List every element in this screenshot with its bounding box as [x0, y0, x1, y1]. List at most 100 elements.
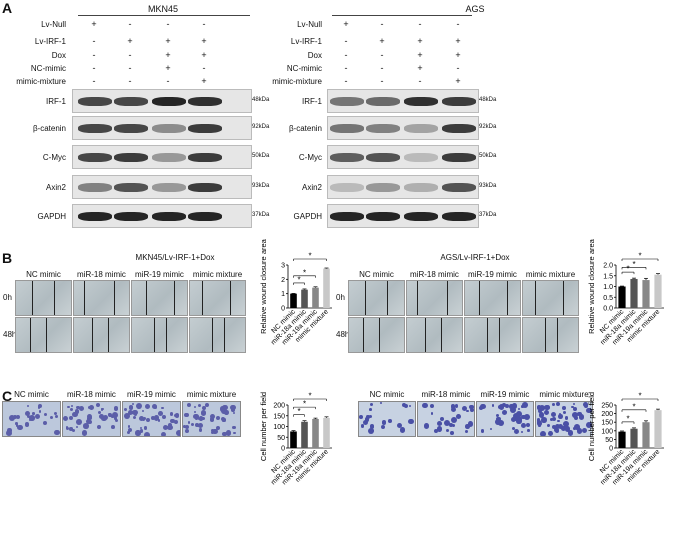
stained-cell: [17, 424, 23, 431]
condition-sign: -: [418, 19, 422, 29]
stained-cell: [448, 423, 453, 428]
condition-sign: -: [456, 19, 460, 29]
significance-star: *: [308, 392, 311, 401]
stained-cell: [144, 431, 151, 436]
stained-cell: [523, 413, 530, 420]
y-tick-label: 2.0: [603, 263, 613, 270]
blot-strip: [72, 175, 252, 199]
wound-image: [15, 280, 72, 316]
condition-label: mimic-mixture: [16, 77, 66, 86]
stained-cell: [445, 428, 449, 432]
wound-image: [348, 317, 405, 353]
stained-cell: [437, 429, 441, 433]
stained-cell: [491, 404, 495, 407]
significance-star: *: [303, 268, 306, 277]
stained-cell: [224, 410, 229, 415]
wound-edge-line: [507, 281, 508, 315]
protein-label: β-catenin: [288, 124, 322, 133]
stained-cell: [26, 415, 30, 419]
bar: [312, 418, 319, 448]
protein-label: IRF-1: [46, 97, 66, 106]
stained-cell: [496, 414, 500, 418]
condition-sign: +: [201, 36, 207, 46]
wound-edge-line: [202, 281, 203, 315]
stained-cell: [184, 412, 189, 418]
stained-cell: [187, 421, 190, 424]
wound-column-header: miR-19 mimic: [135, 270, 184, 279]
wound-image: [406, 317, 463, 353]
wound-edge-line: [417, 281, 418, 315]
y-tick-label: 200: [273, 403, 285, 410]
stained-cell: [24, 410, 30, 416]
bar-chart: 0.0 0.5 1.0 1.5 2.0 Relative wound closure ar…: [587, 238, 664, 346]
stained-cell: [408, 418, 414, 425]
stained-cell: [366, 415, 370, 419]
significance-star: *: [308, 252, 311, 261]
wound-edge-line: [557, 318, 558, 352]
stained-cell: [102, 414, 109, 421]
significance-star: *: [638, 392, 641, 401]
stained-cell: [369, 424, 375, 429]
transwell-image: [535, 401, 593, 437]
condition-sign: -: [166, 76, 170, 86]
stained-cell: [144, 426, 148, 430]
condition-sign: +: [165, 63, 171, 73]
panel-label-c: C: [2, 388, 13, 404]
protein-band: [330, 183, 364, 192]
condition-sign: -: [202, 19, 206, 29]
stained-cell: [197, 422, 203, 428]
transwell-column-header: miR-19 mimic: [480, 390, 530, 399]
blot-strip: [327, 116, 479, 140]
stained-cell: [158, 419, 161, 422]
wound-edge-line: [545, 318, 546, 352]
stained-cell: [381, 420, 387, 425]
blot-strip: [72, 145, 252, 169]
stained-cell: [145, 404, 150, 410]
stained-cell: [222, 431, 227, 436]
stained-cell: [555, 423, 561, 429]
condition-sign: +: [455, 76, 461, 86]
stained-cell: [517, 417, 523, 422]
significance-star: *: [626, 265, 629, 274]
stained-cell: [34, 414, 40, 420]
stained-cell: [127, 427, 132, 432]
condition-sign: -: [128, 63, 132, 73]
stained-cell: [521, 414, 527, 420]
stained-cell: [422, 403, 428, 409]
stained-cell: [502, 403, 507, 408]
condition-label: mimic-mixture: [272, 77, 322, 86]
wound-edge-line: [92, 318, 93, 352]
stained-cell: [7, 429, 11, 433]
stained-cell: [67, 405, 70, 408]
condition-label: Lv-Null: [41, 20, 66, 29]
stained-cell: [573, 415, 579, 421]
wound-edge-line: [363, 318, 364, 352]
stained-cell: [75, 419, 82, 425]
protein-label: β-catenin: [32, 124, 66, 133]
stained-cell: [109, 414, 112, 418]
stained-cell: [193, 405, 197, 409]
stained-cell: [37, 406, 41, 409]
stained-cell: [396, 422, 402, 429]
stained-cell: [66, 427, 70, 431]
bar: [301, 289, 308, 308]
stained-cell: [544, 409, 550, 415]
significance-star: *: [297, 407, 300, 416]
wound-column-header: NC mimic: [359, 270, 394, 279]
wound-edge-line: [441, 318, 442, 352]
blot-strip: [327, 145, 479, 169]
wound-column-header: miR-18 mimic: [410, 270, 459, 279]
condition-sign: -: [92, 76, 96, 86]
stained-cell: [136, 405, 142, 410]
significance-star: *: [632, 402, 635, 411]
condition-sign: +: [201, 50, 207, 60]
stained-cell: [512, 426, 516, 431]
condition-sign: +: [127, 36, 133, 46]
stained-cell: [586, 407, 592, 413]
stained-cell: [71, 405, 74, 408]
stained-cell: [170, 418, 176, 424]
stained-cell: [513, 415, 520, 422]
protein-band: [404, 183, 438, 192]
